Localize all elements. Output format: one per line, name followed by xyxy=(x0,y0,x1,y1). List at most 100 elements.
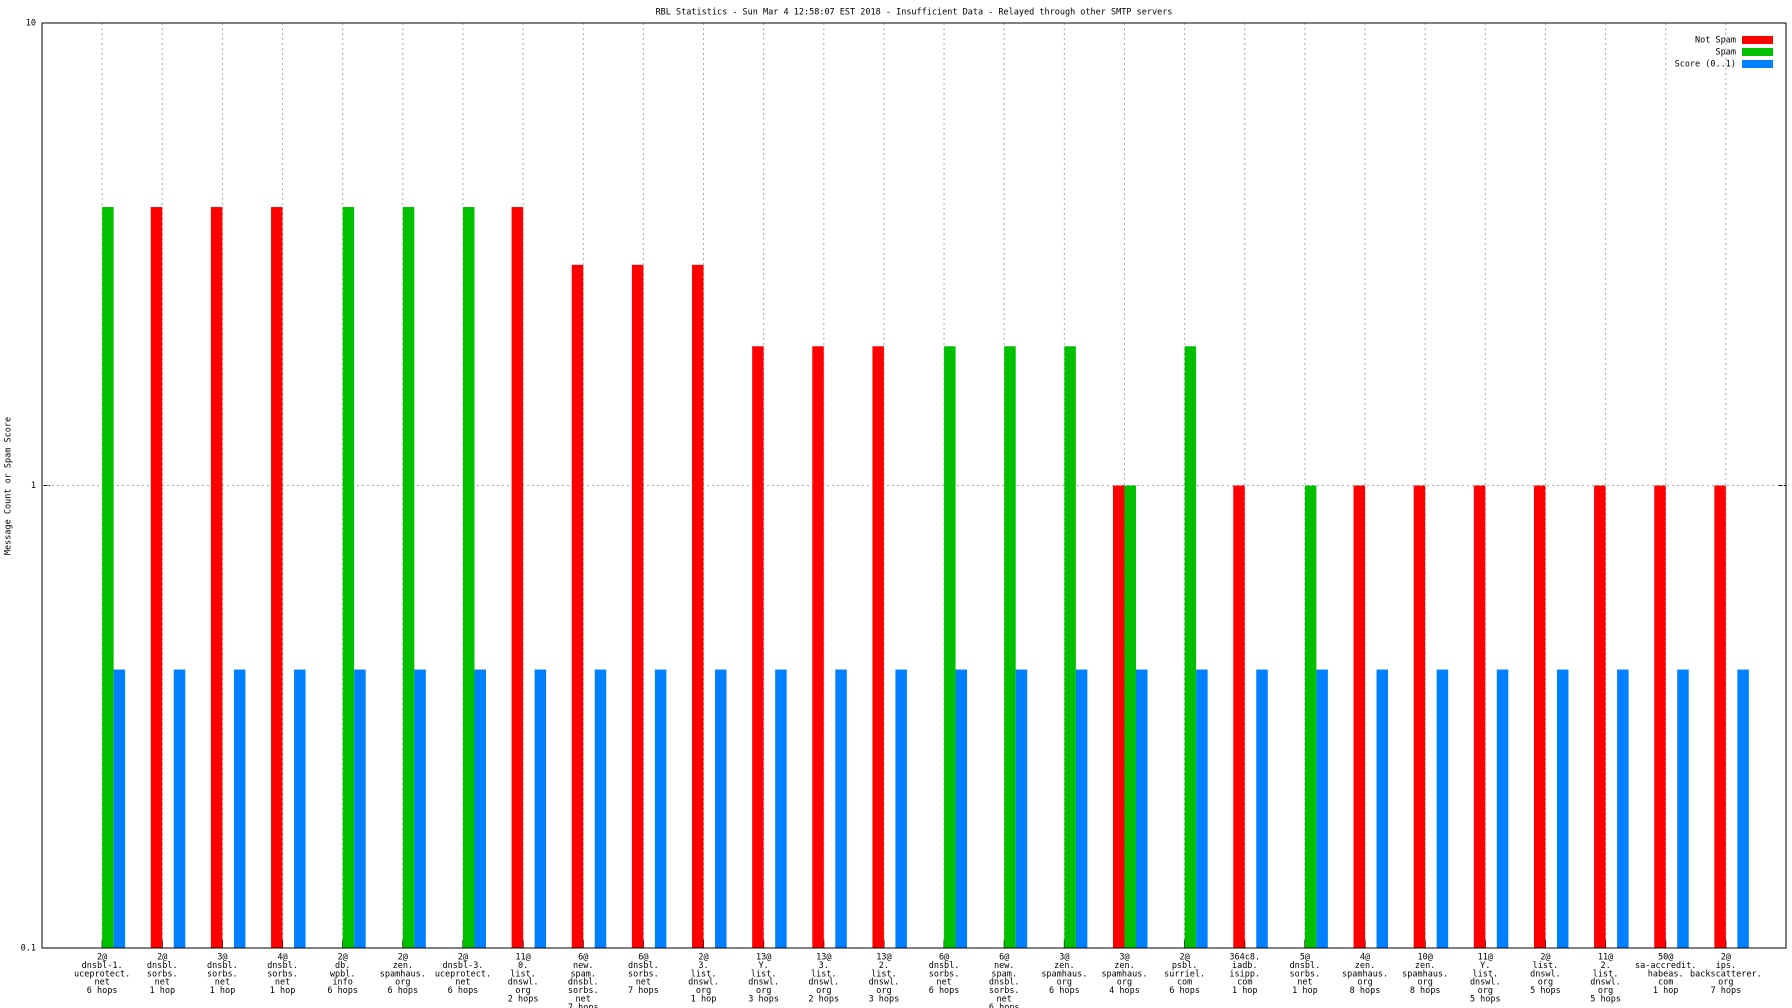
y-tick-label: 1 xyxy=(31,481,36,491)
x-tick-label: 13@ xyxy=(816,953,831,963)
bar xyxy=(1196,669,1208,948)
x-tick-label: 2@ xyxy=(1540,953,1550,963)
x-tick-label: sorbs. xyxy=(267,969,298,979)
x-tick-label: com xyxy=(1177,978,1192,988)
x-tick-label: 2@ xyxy=(1721,953,1731,963)
x-tick-label: org xyxy=(1538,978,1553,988)
legend-swatch xyxy=(1742,48,1773,56)
x-tick-label: zen. xyxy=(393,961,413,971)
x-tick-label: 2@ xyxy=(698,953,708,963)
x-tick-label: 13@ xyxy=(876,953,891,963)
x-tick-label: isipp. xyxy=(1229,969,1260,979)
x-tick-label: 1 hop xyxy=(210,986,236,996)
x-tick-label: 2@ xyxy=(458,953,468,963)
x-tick-label: org xyxy=(696,986,711,996)
x-tick-label: list. xyxy=(1473,969,1499,979)
bar xyxy=(571,264,584,948)
x-tick-label: dnswl. xyxy=(869,978,900,988)
x-tick-label: 7 hops xyxy=(628,986,659,996)
x-tick-label: Y. xyxy=(759,961,769,971)
legend-label: Spam xyxy=(1716,48,1736,58)
x-tick-label: 5 hops xyxy=(1470,995,1501,1005)
x-tick-label: 3 hops xyxy=(869,995,900,1005)
bar xyxy=(474,669,486,948)
bar xyxy=(414,669,426,948)
bar xyxy=(173,669,186,948)
x-tick-label: dnsbl. xyxy=(267,961,298,971)
x-tick-label: list. xyxy=(811,969,837,979)
x-tick-label: dnswl. xyxy=(1590,978,1621,988)
x-tick-label: org xyxy=(1598,986,1613,996)
bar xyxy=(294,669,306,948)
x-tick-label: zen. xyxy=(1355,961,1375,971)
bar xyxy=(955,669,968,948)
x-tick-label: net xyxy=(997,995,1012,1005)
bar xyxy=(1112,485,1125,948)
bar xyxy=(692,264,704,948)
x-tick-label: sa-accredit. xyxy=(1635,961,1696,971)
bar xyxy=(1316,669,1328,948)
x-tick-label: uceprotect. xyxy=(74,969,130,979)
x-tick-label: sorbs. xyxy=(207,969,238,979)
x-tick-label: 2. xyxy=(1600,961,1610,971)
x-tick-label: org xyxy=(816,986,831,996)
x-tick-label: net xyxy=(936,978,951,988)
x-tick-label: 1 hop xyxy=(1232,986,1258,996)
bar xyxy=(1004,346,1016,948)
x-tick-label: 5 hops xyxy=(1530,986,1561,996)
x-tick-label: dnswl. xyxy=(808,978,839,988)
x-tick-label: 4 hops xyxy=(1109,986,1140,996)
bar xyxy=(102,207,114,949)
x-tick-label: dnsbl. xyxy=(929,961,960,971)
x-tick-label: 3@ xyxy=(217,953,227,963)
x-tick-label: wpbl. xyxy=(330,969,356,979)
bar xyxy=(462,207,475,949)
chart-title: RBL Statistics - Sun Mar 4 12:58:07 EST … xyxy=(656,8,1173,18)
plot-frame xyxy=(41,22,1787,949)
x-tick-label: dnsbl-1. xyxy=(82,961,123,971)
x-tick-label: spam. xyxy=(570,969,596,979)
x-tick-label: zen. xyxy=(1415,961,1435,971)
x-tick-label: 8 hops xyxy=(1350,986,1381,996)
x-tick-label: list. xyxy=(510,969,536,979)
x-tick-label: 5 hops xyxy=(1590,995,1621,1005)
x-tick-label: backscatterer. xyxy=(1690,969,1762,979)
bar xyxy=(654,669,667,948)
x-tick-label: 3@ xyxy=(1119,953,1129,963)
x-tick-label: uceprotect. xyxy=(435,969,491,979)
x-tick-label: sorbs. xyxy=(929,969,960,979)
bar xyxy=(1376,669,1389,948)
x-tick-label: dnsbl. xyxy=(207,961,238,971)
x-tick-label: net xyxy=(1297,978,1312,988)
x-tick-label: dnswl. xyxy=(688,978,719,988)
x-tick-label: org xyxy=(1478,986,1493,996)
x-tick-label: org xyxy=(1718,978,1733,988)
x-tick-label: com xyxy=(1237,978,1252,988)
bar xyxy=(1737,669,1749,948)
x-tick-label: list. xyxy=(1593,969,1619,979)
bar xyxy=(1353,485,1366,948)
x-tick-label: com xyxy=(1658,978,1673,988)
x-tick-label: dnsbl. xyxy=(628,961,659,971)
x-tick-label: dnsbl-3. xyxy=(442,961,483,971)
x-tick-label: sorbs. xyxy=(568,986,599,996)
x-tick-label: 6 hops xyxy=(1169,986,1200,996)
x-tick-label: zen. xyxy=(1054,961,1074,971)
bar xyxy=(1496,669,1509,948)
x-tick-label: 11@ xyxy=(1478,953,1493,963)
x-tick-label: 0. xyxy=(518,961,528,971)
x-tick-label: 6 hops xyxy=(87,986,118,996)
x-tick-label: 50@ xyxy=(1658,953,1673,963)
x-tick-label: list. xyxy=(871,969,897,979)
legend-swatch xyxy=(1742,60,1773,68)
bar xyxy=(1594,485,1606,948)
x-tick-label: dnswl. xyxy=(1470,978,1501,988)
y-tick-label: 0.1 xyxy=(21,944,36,954)
x-tick-label: 2@ xyxy=(157,953,167,963)
x-tick-label: zen. xyxy=(1114,961,1134,971)
x-tick-label: 2@ xyxy=(398,953,408,963)
x-tick-label: 7 hops xyxy=(1711,986,1742,996)
bar xyxy=(1064,346,1076,948)
x-tick-label: 6 hops xyxy=(387,986,418,996)
